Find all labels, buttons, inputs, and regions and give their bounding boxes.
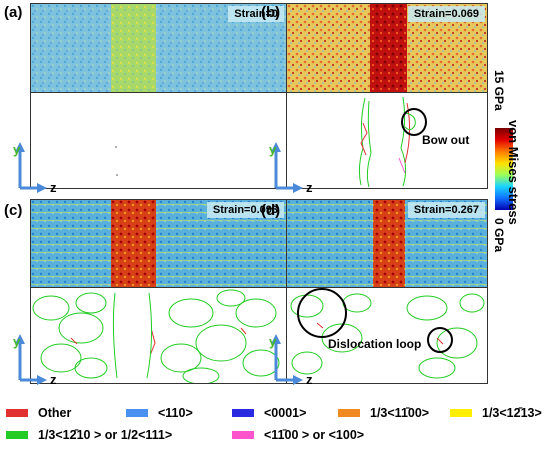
panel-c-strain: Strain=0.093 [206, 202, 284, 218]
panel-b-axes: y [269, 142, 303, 193]
panel-c-y-label: y [13, 334, 21, 349]
panel-d-label: (d) [261, 202, 281, 219]
panel-c-label: (c) [4, 202, 23, 219]
panel-b-stress-map: Strain=0.069 [286, 3, 488, 93]
legend-item-1210-or-111: 1/3<12̄10 > or 1/2<111> [6, 428, 172, 442]
colorbar-title: von Mises stress [506, 120, 521, 225]
legend-swatch [232, 431, 254, 439]
legend-item-other: Other [6, 406, 71, 420]
panel-b-strain: Strain=0.069 [407, 6, 485, 22]
legend-label: 1/3<11̄00> [370, 406, 430, 420]
panel-d-strain: Strain=0.267 [407, 202, 485, 218]
legend-label: <11̄00 > or <100> [264, 428, 365, 442]
panel-b-y-label: y [269, 142, 277, 157]
legend-label: <0001> [264, 406, 307, 420]
legend-swatch [232, 409, 254, 417]
legend-label: Other [38, 406, 72, 420]
panel-d-stress-map: Strain=0.267 [286, 199, 488, 288]
panel-c-stress-map: Strain=0.093 [30, 199, 287, 288]
panel-a-dislocation-map [30, 92, 287, 189]
panel-b-dislocation-map [286, 92, 488, 189]
legend-item-1100-or-100: <11̄00 > or <100> [232, 428, 364, 442]
dislocation-loop-annotation: Dislocation loop [328, 337, 422, 351]
legend-item-1213: 1/3<12̄13> [450, 406, 542, 420]
panel-b-z-label: z [306, 180, 313, 195]
panel-c-z-label: z [50, 372, 57, 387]
panel-b-label: (b) [261, 4, 281, 21]
legend-label: 1/3<12̄10 > or 1/2<111> [38, 428, 173, 442]
panel-a-label: (a) [4, 4, 23, 21]
stress-colorbar [495, 128, 513, 210]
legend-swatch [338, 409, 360, 417]
panel-d-axes: y [269, 334, 303, 385]
legend-swatch [6, 409, 28, 417]
legend-swatch [450, 409, 472, 417]
legend-item-110: <110> [126, 406, 193, 420]
legend-item-0001: <0001> [232, 406, 306, 420]
panel-d-y-label: y [269, 334, 277, 349]
legend-swatch [126, 409, 148, 417]
panel-c-dislocation-map [30, 287, 287, 384]
legend-label: <110> [158, 406, 193, 420]
legend-swatch [6, 431, 28, 439]
legend-label: 1/3<12̄13> [482, 406, 542, 420]
bow-out-annotation: Bow out [422, 133, 470, 147]
legend-item-1100: 1/3<11̄00> [338, 406, 429, 420]
panel-d-z-label: z [306, 372, 313, 387]
panel-c-axes: y [13, 334, 47, 385]
panel-a-strain: Strain=0 [228, 6, 284, 22]
colorbar-min-label: 0 GPa [492, 218, 506, 253]
panel-a-stress-map: Strain=0 [30, 3, 287, 93]
dislocation-legend: Other <110> <0001> 1/3<11̄00> 1/3<12̄13>… [0, 400, 550, 449]
panel-d-dislocation-map [286, 287, 488, 384]
panel-a-z-label: z [50, 180, 57, 195]
colorbar-max-label: 15 GPa [492, 70, 506, 111]
panel-a-y-label: y [13, 142, 21, 157]
panel-a-axes: y [13, 142, 47, 193]
